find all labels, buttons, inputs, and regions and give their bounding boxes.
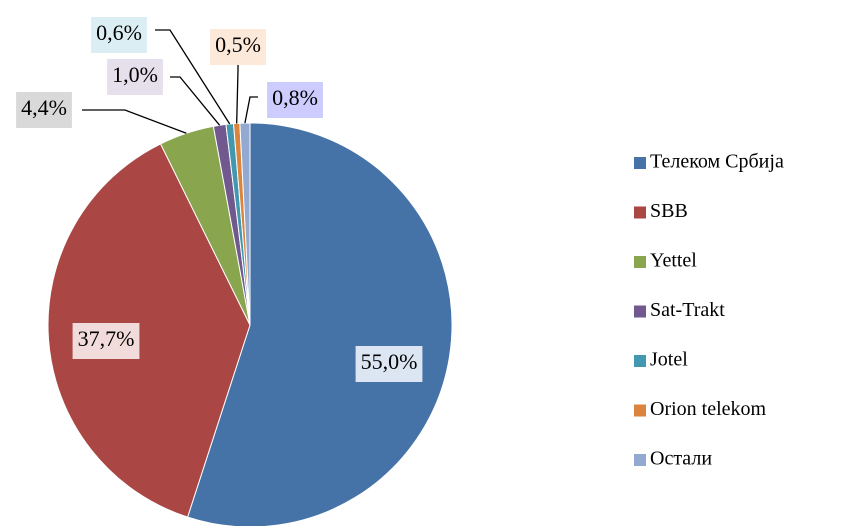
legend-label: Yettel <box>650 250 697 272</box>
data-label: 0,8% <box>272 85 318 110</box>
leader-line <box>82 109 187 134</box>
data-label-bg <box>72 323 140 359</box>
data-label: 1,0% <box>112 62 158 87</box>
pie-slice <box>47 143 251 518</box>
legend-label: Jotel <box>650 349 688 371</box>
legend-swatch <box>634 256 646 268</box>
legend-swatch <box>634 206 646 219</box>
data-label-bg <box>267 82 323 118</box>
data-label-bg <box>16 92 72 128</box>
data-label: 4,4% <box>21 95 67 120</box>
pie <box>47 122 453 526</box>
leader-line <box>155 29 231 125</box>
legend-swatch <box>634 404 646 417</box>
data-label-bg <box>210 29 266 65</box>
legend-swatch <box>634 305 646 318</box>
data-label: 55,0% <box>361 349 418 374</box>
legend-label: Sat-Trakt <box>650 299 725 321</box>
data-label: 0,5% <box>215 32 261 57</box>
data-label-bg <box>355 346 423 382</box>
legend-label: SBB <box>650 200 688 222</box>
legend-swatch <box>634 454 646 466</box>
leader-line <box>170 76 221 126</box>
legend-swatch <box>634 355 646 367</box>
data-label: 0,6% <box>96 20 142 45</box>
legend-label: Остали <box>650 448 712 470</box>
data-label-bg <box>91 17 147 53</box>
data-label-bg <box>107 59 163 95</box>
legend-label: Телеком Србија <box>650 151 784 173</box>
data-label: 37,7% <box>78 326 135 351</box>
legend-swatch <box>634 157 646 169</box>
leader-line <box>236 65 239 124</box>
pie-slice <box>186 122 453 526</box>
legend-label: Orion telekom <box>650 398 767 420</box>
leader-line <box>244 96 258 124</box>
